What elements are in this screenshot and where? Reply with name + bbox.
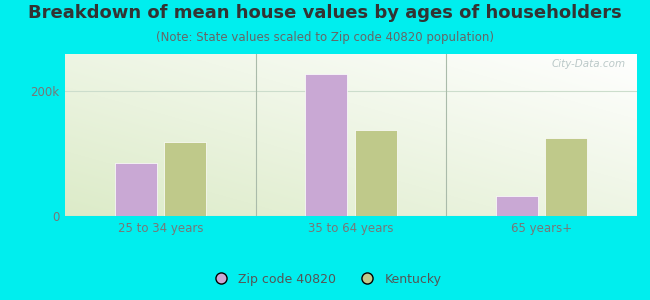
Bar xyxy=(306,74,347,216)
Text: City-Data.com: City-Data.com xyxy=(551,59,625,69)
Bar xyxy=(496,196,538,216)
Bar xyxy=(545,138,588,216)
Bar xyxy=(114,163,157,216)
Legend: Zip code 40820, Kentucky: Zip code 40820, Kentucky xyxy=(203,268,447,291)
Text: Breakdown of mean house values by ages of householders: Breakdown of mean house values by ages o… xyxy=(28,4,622,22)
Bar xyxy=(164,142,206,216)
Text: (Note: State values scaled to Zip code 40820 population): (Note: State values scaled to Zip code 4… xyxy=(156,32,494,44)
Bar xyxy=(355,130,396,216)
